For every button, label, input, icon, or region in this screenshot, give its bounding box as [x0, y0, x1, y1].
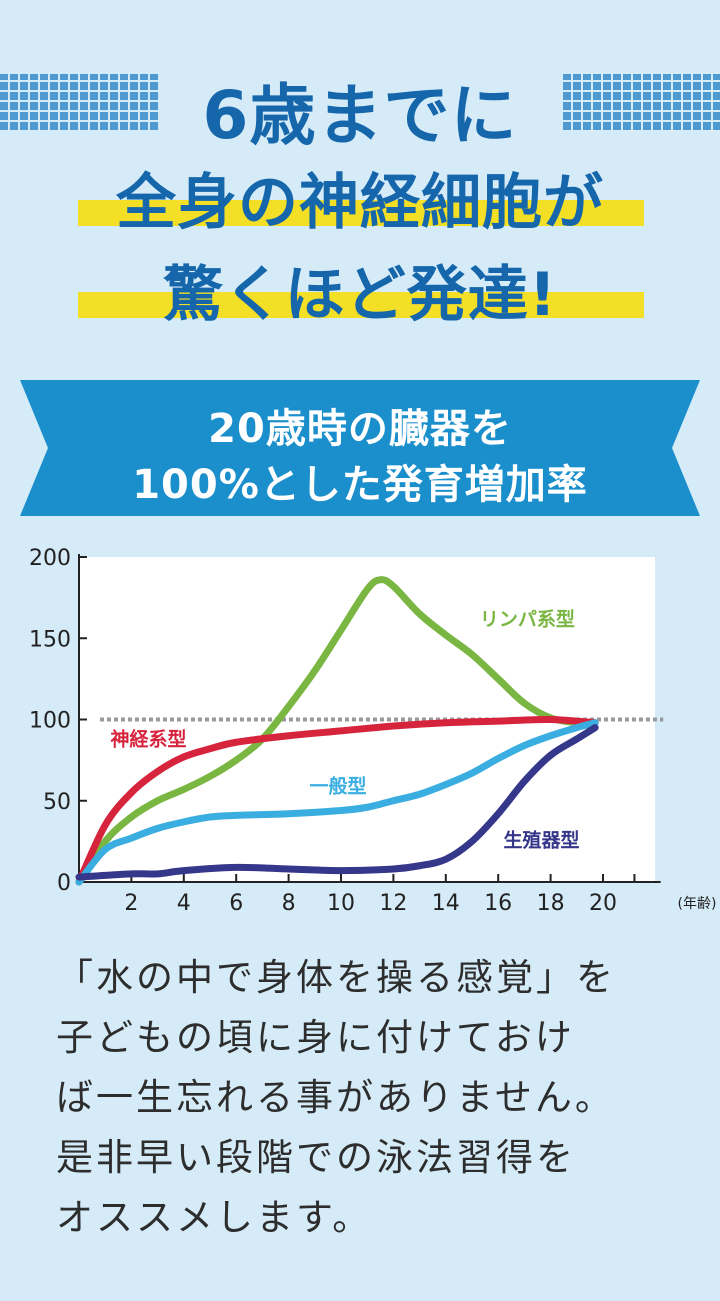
mosaic-decoration-right	[563, 74, 720, 130]
x-tick-label: 4	[177, 891, 191, 916]
series-label: 一般型	[310, 775, 367, 798]
x-tick-label: 10	[327, 891, 355, 916]
x-tick-label: 12	[379, 891, 407, 916]
highlight-bar	[78, 200, 644, 226]
growth-chart: 0 50 100 150 200 2 4 6 8 10 12 14 16 18 20 (年齢) リンパ系型神経系…	[29, 546, 717, 916]
x-tick-label: 20	[589, 891, 617, 916]
series-label: リンパ系型	[480, 607, 575, 630]
x-tick-label: 16	[484, 891, 512, 916]
series-line-0	[75, 576, 599, 886]
x-tick-label: 8	[282, 891, 296, 916]
headline-line-3: 驚くほど発達!	[162, 260, 558, 330]
series-line-1	[75, 715, 599, 886]
series-label: 神経系型	[110, 728, 186, 751]
banner-line-1: 20歳時の臓器を	[208, 406, 512, 452]
body-line: 子どもの頃に身に付けておけ	[56, 1016, 575, 1059]
headline-line-2: 全身の神経細胞が	[116, 168, 604, 238]
series-line-3	[75, 724, 599, 881]
mosaic-decoration-left	[0, 74, 160, 130]
x-tick-label: 18	[537, 891, 565, 916]
body-text: 「水の中で身体を操る感覚」を 子どもの頃に身に付けておけ ば一生忘れる事がありま…	[56, 948, 696, 1248]
series-label: 生殖器型	[503, 828, 579, 851]
x-tick-label: 14	[432, 891, 460, 916]
x-axis-label: (年齢)	[678, 896, 717, 912]
banner-line-2: 100%とした発育増加率	[132, 462, 588, 508]
body-line: オススメします。	[56, 1196, 373, 1239]
y-tick-label: 100	[29, 709, 71, 734]
y-tick-label: 150	[29, 627, 71, 652]
body-line: ば一生忘れる事がありません。	[56, 1076, 615, 1119]
y-tick-label: 200	[29, 546, 71, 571]
x-tick-label: 2	[124, 891, 138, 916]
body-line: 「水の中で身体を操る感覚」を	[56, 956, 616, 999]
y-tick-label: 0	[57, 871, 71, 896]
x-tick-label: 6	[229, 891, 243, 916]
highlight-bar	[78, 292, 644, 318]
banner-ribbon	[20, 380, 700, 516]
y-tick-label: 50	[43, 790, 71, 815]
headline-line-1: 6歳までに	[202, 77, 518, 154]
body-line: 是非早い段階での泳法習得を	[56, 1136, 576, 1179]
series-line-2	[75, 719, 599, 886]
